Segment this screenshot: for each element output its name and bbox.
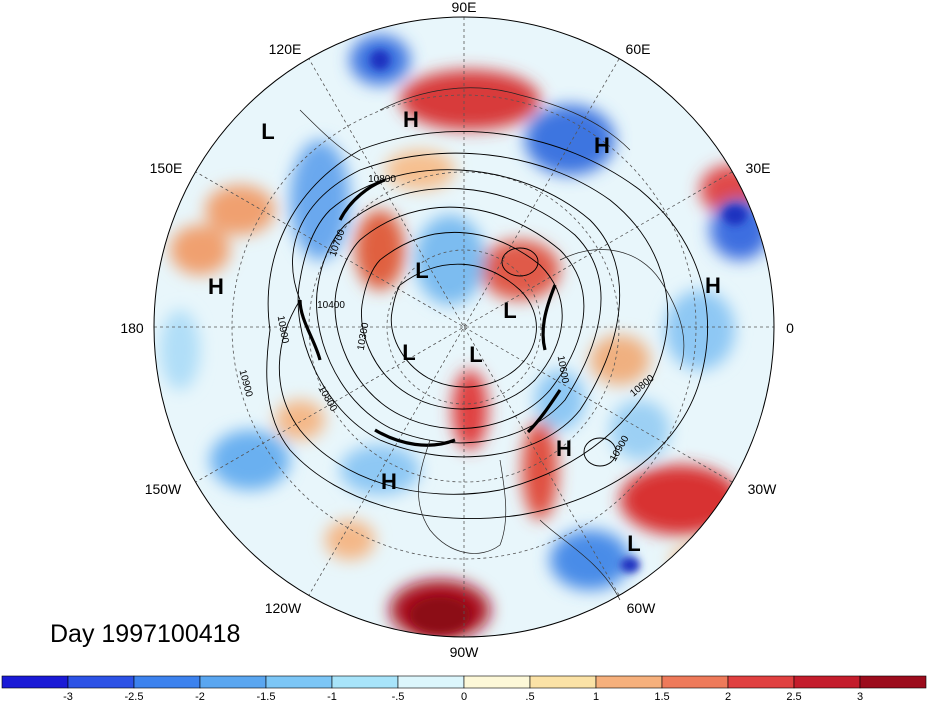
pressure-marker: H (208, 274, 224, 299)
colorbar-tick-label: -1 (327, 691, 337, 702)
lon-label-180: 180 (120, 320, 144, 336)
pressure-marker: L (627, 531, 640, 556)
pressure-marker: L (469, 342, 482, 367)
lon-label-60e: 60E (626, 41, 651, 57)
lon-label-90w: 90W (450, 644, 480, 660)
pressure-marker: H (705, 273, 721, 298)
colorbar-tick-label: 2 (725, 691, 731, 702)
jet-contours (298, 178, 562, 447)
anomaly-field (154, 17, 774, 637)
colorbar-tick-label: 0 (461, 691, 467, 702)
colorbar-swatch (397, 675, 465, 689)
colorbar-swatch (67, 675, 135, 689)
colorbar-swatch (793, 675, 861, 689)
colorbar-swatch (859, 675, 927, 689)
pressure-marker: H (594, 133, 610, 158)
pressure-marker: L (415, 258, 428, 283)
colorbar-swatch (595, 675, 663, 689)
contour-label: 10900 (275, 315, 291, 345)
coastlines (299, 87, 685, 601)
longitude-labels: 90E 60E 30E 0 30W 60W 90W 120W 150W 180 … (120, 0, 794, 660)
colorbar-tick-label: 3 (857, 691, 863, 702)
lon-label-120e: 120E (269, 41, 302, 57)
colorbar-tick-label: 1.5 (654, 691, 669, 702)
colorbar-swatch (265, 675, 333, 689)
lon-label-30w: 30W (748, 481, 778, 497)
colorbar-swatch (331, 675, 399, 689)
contour-label: 10600 (555, 355, 571, 385)
colorbar-tick-label: -2.5 (125, 691, 144, 702)
colorbar-tick-label: -1.5 (257, 691, 276, 702)
colorbar-swatch (199, 675, 267, 689)
contour-label: 10400 (317, 300, 345, 311)
day-title: Day 1997100418 (50, 620, 241, 648)
pressure-marker: L (261, 119, 274, 144)
colorbar-swatch (1, 675, 69, 689)
colorbar-swatch (661, 675, 729, 689)
contour-label: 10800 (368, 174, 396, 185)
colorbar-tick-label: .5 (525, 691, 534, 702)
lon-label-150e: 150E (150, 160, 183, 176)
pressure-marker: H (403, 107, 419, 132)
colorbar-tick-label: 2.5 (786, 691, 801, 702)
lon-label-120w: 120W (265, 600, 302, 616)
colorbar-swatch (463, 675, 531, 689)
colorbar-swatch (529, 675, 597, 689)
colorbar-tick-label: -2 (195, 691, 205, 702)
graticule (154, 17, 774, 637)
pressure-marker: L (503, 298, 516, 323)
colorbar: -3 -2.5 -2 -1.5 -1 -.5 0 .5 1 1.5 2 2.5 3 (1, 675, 927, 702)
pressure-marker: L (402, 340, 415, 365)
lon-label-30e: 30E (746, 160, 771, 176)
lon-label-0: 0 (786, 320, 794, 336)
colorbar-tick-label: -.5 (392, 691, 405, 702)
map-border (153, 16, 775, 638)
colorbar-tick-label: 1 (593, 691, 599, 702)
pressure-marker: H (556, 436, 572, 461)
lon-label-60w: 60W (627, 600, 657, 616)
colorbar-tick-label: -3 (63, 691, 73, 702)
pressure-marker: H (381, 469, 397, 494)
contour-label: 10300 (356, 321, 372, 351)
colorbar-swatch (727, 675, 795, 689)
lon-label-90e: 90E (452, 0, 477, 15)
pressure-system-markers: H H H L L L L L H H H H L (208, 107, 721, 556)
lon-label-150w: 150W (145, 481, 182, 497)
colorbar-swatch (133, 675, 201, 689)
